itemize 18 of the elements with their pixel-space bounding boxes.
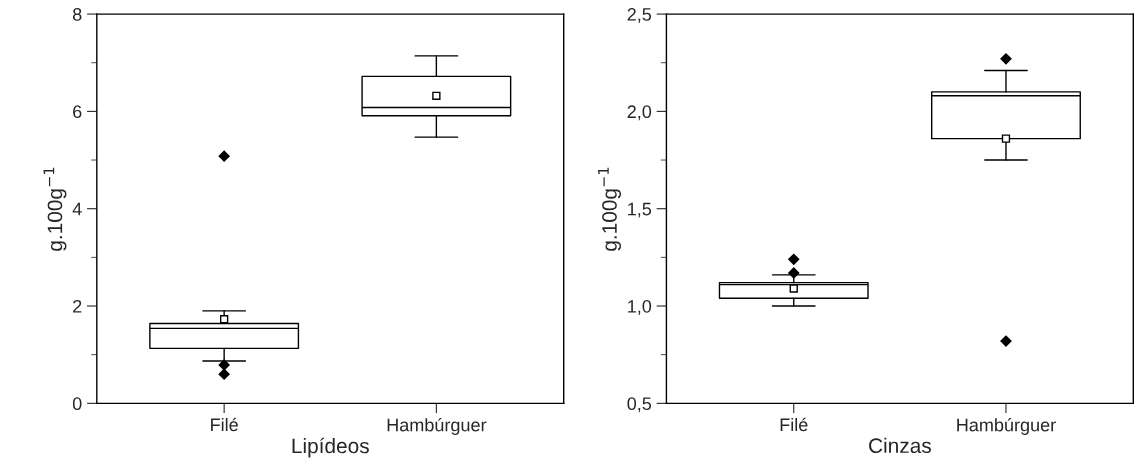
y-tick-label: 2,0 [627, 105, 652, 121]
x-tick-label: Filé [780, 417, 808, 432]
y-tick-label: 6 [73, 105, 82, 119]
y-tick-label: 1,0 [628, 299, 652, 315]
x-axis-title: Cinzas [869, 437, 931, 454]
y-axis-title: g.100g$^{−1}$ [598, 167, 621, 251]
y-axis-title: g.100g$^{−1}$ [43, 167, 67, 251]
x-tick-label: Hambúrguer [957, 417, 1056, 435]
y-tick-label: 1,5 [628, 202, 652, 218]
y-tick-label: 2 [73, 299, 82, 313]
y-tick-label: 2,5 [627, 8, 652, 23]
x-axis-title: Lipídeos [292, 437, 369, 458]
x-tick-label: Filé [211, 417, 238, 432]
y-tick-label: 8 [72, 8, 82, 21]
x-tick-label: Hambúrguer [387, 417, 487, 435]
y-tick-label: 0,5 [627, 397, 652, 413]
y-tick-label: 0 [72, 397, 82, 411]
y-tick-label: 4 [72, 202, 82, 216]
